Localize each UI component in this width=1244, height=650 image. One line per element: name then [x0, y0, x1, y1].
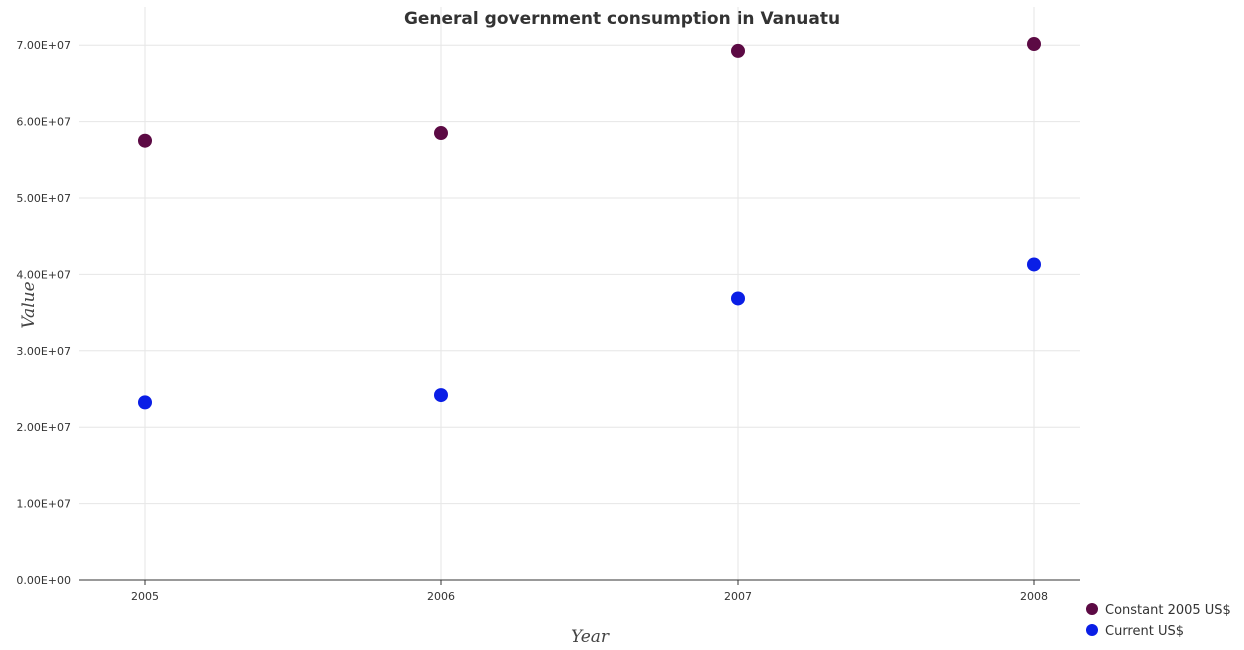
y-tick-label: 6.00E+07 — [16, 116, 71, 129]
y-tick-label: 5.00E+07 — [16, 192, 71, 205]
x-axis-label: Year — [571, 627, 610, 647]
legend-label: Constant 2005 US$ — [1105, 603, 1231, 618]
chart-title: General government consumption in Vanuat… — [404, 9, 840, 29]
y-tick-label: 1.00E+07 — [16, 498, 71, 511]
y-tick-label: 4.00E+07 — [16, 268, 71, 281]
y-axis-ticks: 0.00E+00 1.00E+07 2.00E+07 3.00E+07 4.00E+07… — [16, 39, 71, 587]
y-axis-label: Value — [19, 281, 39, 328]
data-point-current-usd — [138, 395, 152, 410]
grid — [79, 7, 1080, 581]
data-point-constant-2005-usd — [434, 126, 448, 141]
data-point-current-usd — [434, 388, 448, 403]
y-tick-label: 2.00E+07 — [16, 421, 71, 434]
data-points — [138, 37, 1041, 410]
y-tick-label: 0.00E+00 — [16, 574, 71, 587]
x-tick-label: 2005 — [131, 590, 159, 603]
data-point-constant-2005-usd — [138, 133, 152, 148]
x-tick-label: 2006 — [427, 590, 455, 603]
x-tick-label: 2007 — [724, 590, 752, 603]
legend: Constant 2005 US$ Current US$ — [1086, 603, 1231, 639]
legend-label: Current US$ — [1105, 624, 1184, 639]
data-point-current-usd — [731, 291, 745, 306]
y-tick-label: 7.00E+07 — [16, 39, 71, 52]
x-axis-ticks: 2005 2006 2007 2008 — [131, 580, 1048, 603]
data-point-current-usd — [1027, 257, 1041, 272]
data-point-constant-2005-usd — [731, 43, 745, 58]
data-point-constant-2005-usd — [1027, 37, 1041, 52]
legend-marker — [1086, 603, 1098, 615]
y-tick-label: 3.00E+07 — [16, 345, 71, 358]
x-tick-label: 2008 — [1020, 590, 1048, 603]
legend-marker — [1086, 624, 1098, 636]
